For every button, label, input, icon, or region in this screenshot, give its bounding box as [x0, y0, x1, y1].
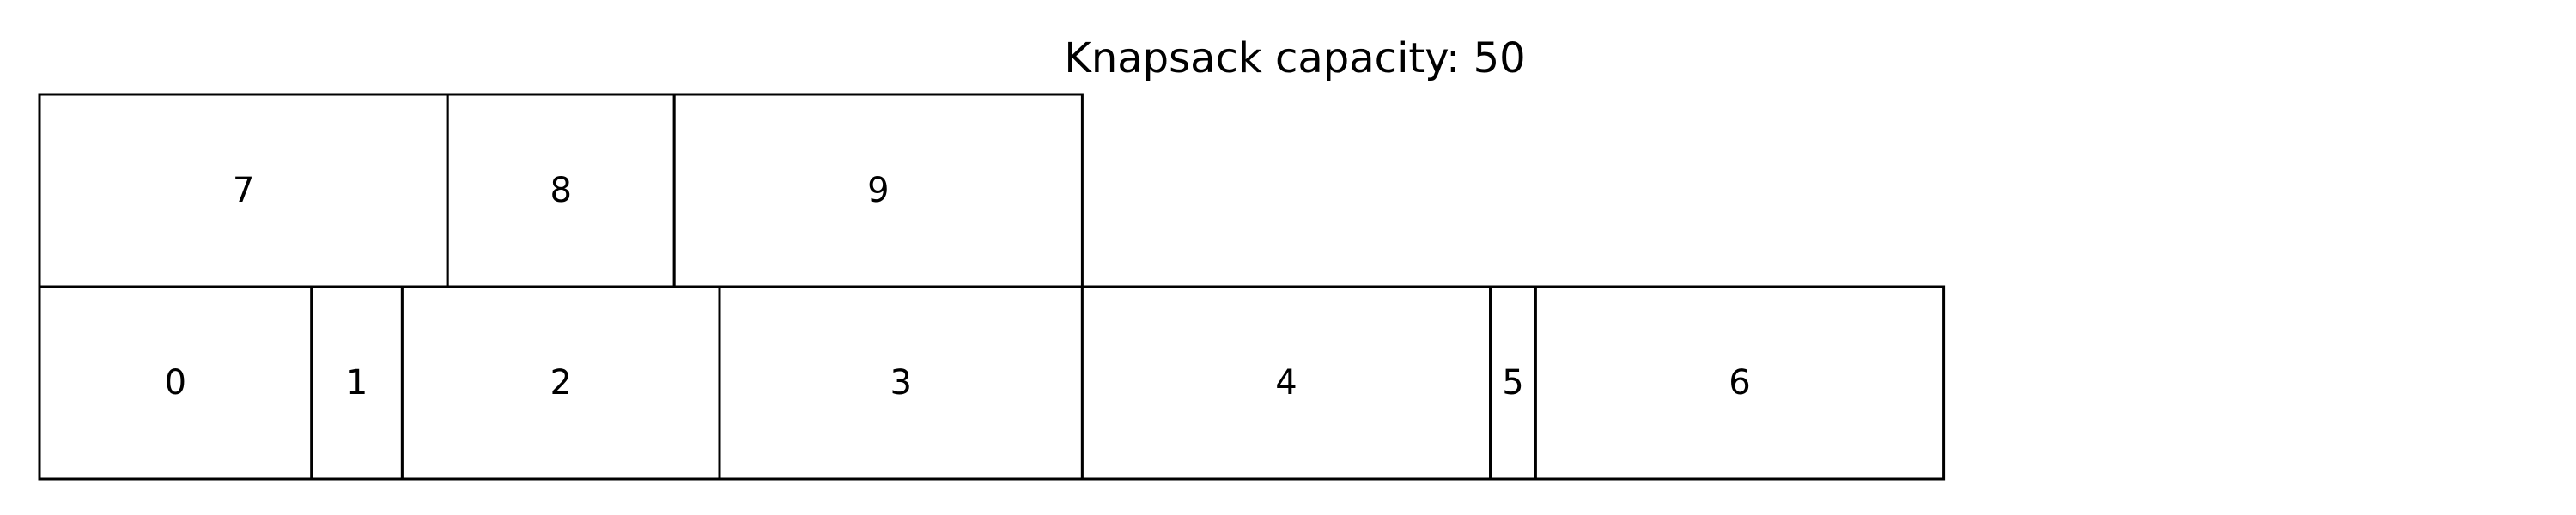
diagram-title: Knapsack capacity: 50: [1064, 34, 1525, 82]
item-0: 0: [38, 285, 313, 481]
item-box: [718, 285, 1084, 481]
item-label: 0: [165, 363, 186, 403]
item-label: 8: [550, 171, 571, 210]
item-box: [672, 93, 1084, 288]
item-2: 2: [400, 285, 721, 481]
item-box: [1080, 285, 1492, 481]
item-layers: 0 1 2 3 4 5 6 7 8 9: [38, 93, 1946, 481]
item-box: [38, 93, 449, 288]
item-8: 8: [446, 93, 676, 288]
item-7: 7: [38, 93, 449, 288]
item-label: 6: [1728, 363, 1750, 403]
item-1: 1: [310, 285, 404, 481]
item-box: [446, 93, 676, 288]
item-3: 3: [718, 285, 1084, 481]
item-label: 4: [1275, 363, 1297, 403]
item-box: [1534, 285, 1946, 481]
item-box: [310, 285, 404, 481]
item-label: 7: [233, 171, 254, 210]
item-label: 2: [550, 363, 571, 403]
item-label: 5: [1502, 363, 1523, 403]
item-4: 4: [1080, 285, 1492, 481]
item-box: [1489, 285, 1537, 481]
item-6: 6: [1534, 285, 1946, 481]
item-5: 5: [1489, 285, 1537, 481]
item-9: 9: [672, 93, 1084, 288]
item-label: 3: [890, 363, 911, 403]
item-label: 1: [346, 363, 368, 403]
item-label: 9: [867, 171, 889, 210]
item-box: [38, 285, 313, 481]
